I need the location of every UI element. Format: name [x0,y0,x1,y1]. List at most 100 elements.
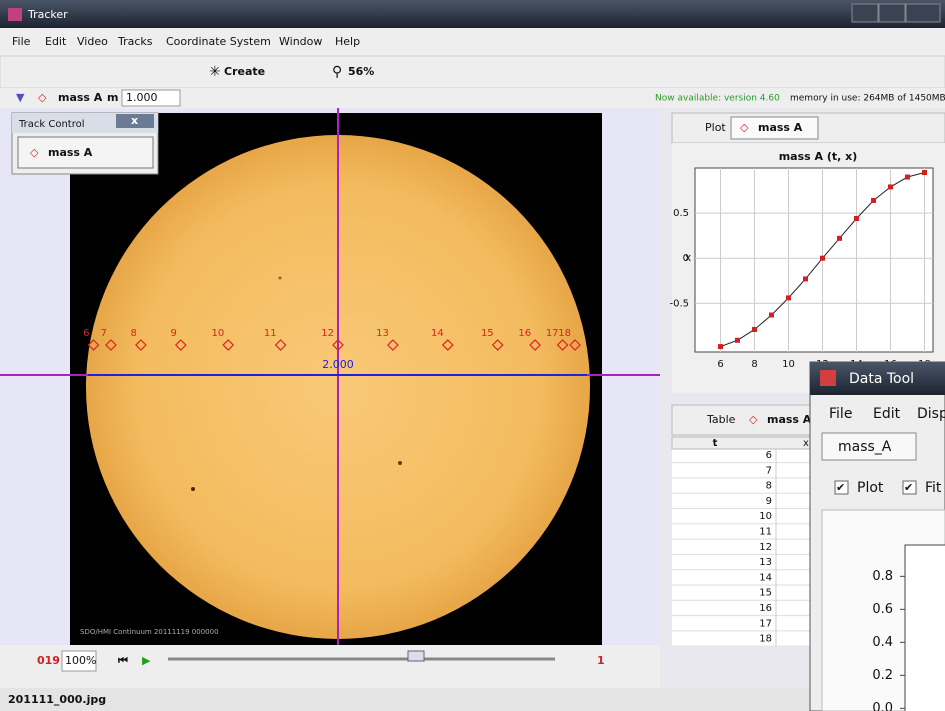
player-bar [0,645,665,688]
y-tick-label: 0.2 [872,668,893,683]
menu-item[interactable]: Tracks [117,35,153,48]
table-cell: 16 [759,603,772,614]
data-point [735,338,740,343]
table-cell: 11 [759,527,772,538]
data-point [905,175,910,180]
reset-button[interactable]: ⏮ [118,654,128,667]
data-point [803,276,808,281]
table-header: t [713,438,718,449]
tracker-window: Tracker ✳ Create ⚲ 56% ▼ ◇ mass A m 1.00… [0,0,945,711]
data-point [752,327,757,332]
menu-item[interactable]: Window [279,35,322,48]
table-cell: 6 [766,450,772,461]
status-bar [0,688,945,711]
sunspot [398,461,402,465]
calibration-value: 2.000 [322,358,354,371]
y-tick-label: 0 [683,253,689,264]
maximize-button[interactable] [879,4,905,22]
toolbar [0,56,945,88]
y-tick-label: -0.5 [669,298,689,309]
table-tab[interactable]: Table [706,413,736,426]
table-track[interactable]: mass A [767,413,812,426]
table-cell: 12 [759,542,772,553]
track-button-label[interactable]: mass A [48,146,93,159]
table-header: x [803,438,809,449]
marker-label: 12 [321,328,334,339]
x-tick-label: 10 [782,359,795,370]
menu-item[interactable]: Help [335,35,360,48]
step-size[interactable]: 1 [597,654,605,667]
marker-label: 15 [481,328,494,339]
mass-value[interactable]: 1.000 [126,91,158,104]
table-cell: 7 [766,465,772,476]
app-icon [8,8,22,21]
track-icon: ◇ [30,146,39,159]
data-tool-icon [820,370,836,386]
y-tick-label: 0.0 [872,701,893,711]
plot-tab[interactable]: Plot [705,121,726,134]
menu-item[interactable]: Coordinate System [166,35,271,48]
data-tool-plot-area [905,545,945,711]
table-cell: 10 [759,511,772,522]
track-menu-arrow[interactable]: ▼ [16,91,25,104]
y-tick-label: 0.8 [872,569,893,584]
data-point [888,184,893,189]
x-tick-label: 6 [717,359,723,370]
create-icon: ✳ [209,64,221,80]
image-caption: SDO/HMI Continuum 20111119 000000 [80,628,219,636]
data-tool-tab-label[interactable]: mass_A [838,439,892,455]
y-tick-label: 0.4 [872,635,893,650]
memory-info: memory in use: 264MB of 1450MB [790,94,945,104]
data-point [854,216,859,221]
table-cell: 13 [759,557,772,568]
marker-label: 18 [558,328,571,339]
marker-label: 8 [131,328,137,339]
marker-label: 7 [101,328,107,339]
track-name[interactable]: mass A [58,91,103,104]
play-button[interactable]: ▶ [142,654,151,667]
menu-item[interactable]: Edit [45,35,67,48]
checkbox-label[interactable]: Plot [857,480,884,496]
table-cell: 8 [766,481,772,492]
data-tool-menu-item[interactable]: File [829,406,852,422]
menu-item[interactable]: File [12,35,31,48]
player-zoom[interactable]: 100% [65,654,96,667]
close-button[interactable] [906,4,940,22]
data-point [837,236,842,241]
track-icon: ◇ [38,91,47,104]
y-tick-label: 0.6 [872,602,893,617]
data-tool-menu-item[interactable]: Edit [873,406,901,422]
x-tick-label: 8 [751,359,757,370]
table-cell: 9 [766,496,772,507]
data-point [871,198,876,203]
marker-label: 14 [431,328,444,339]
data-tool-menu-item[interactable]: Disp [917,406,945,422]
menu-item[interactable]: Video [77,35,108,48]
track-icon: ◇ [740,121,749,134]
plot-area [695,168,933,352]
data-point [769,313,774,318]
minimize-button[interactable] [852,4,878,22]
table-cell: 17 [759,618,772,629]
track-control-title: Track Control [18,119,85,130]
data-point [922,170,927,175]
marker-label: 13 [376,328,389,339]
plot-track[interactable]: mass A [758,121,803,134]
update-notice[interactable]: Now available: version 4.60 [655,94,780,104]
table-cell: 15 [759,588,772,599]
track-icon: ◇ [749,413,758,426]
checkbox-label[interactable]: Fit [925,480,942,496]
marker-label: 9 [170,328,176,339]
frame-number[interactable]: 019 [37,654,60,667]
plot-title: mass A (t, x) [779,150,858,163]
marker-label: 16 [518,328,531,339]
close-glyph: x [131,114,138,127]
zoom-button[interactable]: 56% [348,65,374,78]
data-tool-title: Data Tool [849,371,914,387]
marker-label: 6 [83,328,89,339]
create-button[interactable]: Create [224,65,265,78]
table-cell: 14 [759,572,772,583]
status-file: 201111_000.jpg [8,693,106,706]
slider-thumb[interactable] [408,651,424,661]
checkbox-mark: ✔ [836,481,845,494]
